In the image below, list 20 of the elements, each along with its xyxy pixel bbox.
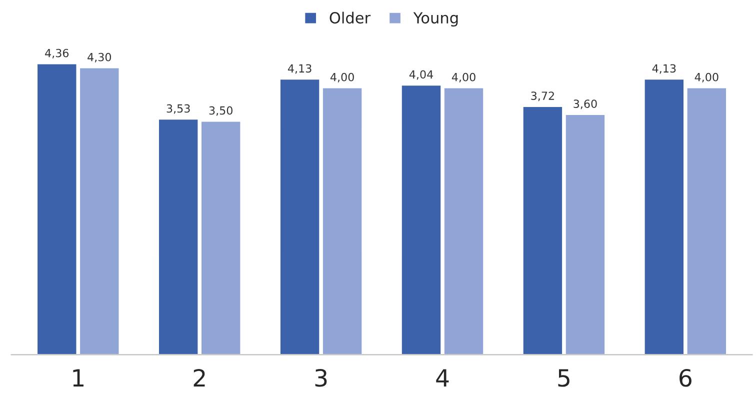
data-label: 4,00 [694, 72, 718, 82]
x-tick-label: 5 [558, 369, 570, 387]
x-tick-label: 4 [436, 369, 449, 386]
x-tick-label: 6 [680, 368, 692, 387]
data-label: 4,30 [88, 52, 112, 62]
x-tick-label: 1 [73, 369, 84, 386]
legend-label: Young [413, 12, 458, 27]
data-label: 4,13 [288, 64, 312, 74]
data-label: 4,13 [652, 64, 676, 74]
data-label: 4,04 [409, 70, 433, 80]
x-tick-label: 3 [315, 368, 327, 387]
data-label: 3,72 [531, 92, 554, 102]
x-tick-label: 2 [194, 368, 205, 386]
data-label: 3,53 [166, 104, 190, 114]
data-label: 3,60 [574, 100, 597, 110]
data-label: 4,36 [45, 48, 69, 58]
data-label: 4,00 [330, 72, 354, 82]
data-label: 4,00 [452, 72, 476, 82]
data-label: 3,50 [209, 106, 232, 116]
legend-label: Older [330, 12, 371, 24]
